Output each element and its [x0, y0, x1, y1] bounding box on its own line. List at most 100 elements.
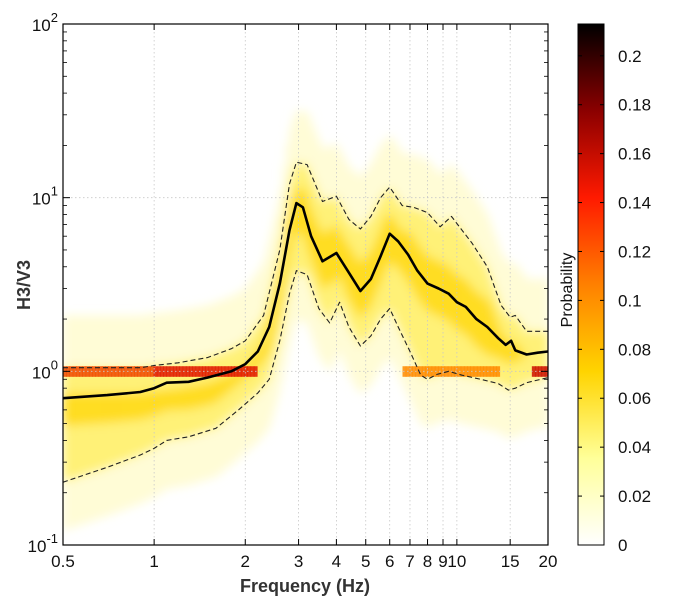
density-core — [108, 393, 113, 423]
density-core — [114, 393, 119, 423]
density-ridge — [176, 366, 180, 377]
colorbar-tick-label: 0.12 — [618, 242, 651, 261]
density-ridge — [75, 366, 80, 377]
density-core — [98, 393, 103, 424]
x-tick-label: 1 — [149, 552, 158, 571]
density-core — [101, 393, 106, 424]
colorbar-tick-label: 0.18 — [618, 96, 651, 115]
density-ridge — [130, 366, 135, 377]
density-core — [227, 374, 232, 392]
x-tick-label: 7 — [405, 552, 414, 571]
density-ridge — [111, 366, 116, 377]
density-ridge — [408, 366, 413, 377]
density-ridge — [108, 366, 113, 377]
x-tick-label: 8 — [423, 552, 432, 571]
density-band — [531, 331, 536, 382]
density-core — [273, 295, 277, 333]
density-core — [137, 393, 142, 421]
density-ridge — [114, 366, 119, 377]
density-core — [499, 330, 504, 361]
density-core — [82, 393, 87, 425]
density-core — [92, 393, 96, 425]
density-ridge — [247, 366, 252, 377]
density-core — [253, 352, 258, 370]
x-tick-label: 6 — [385, 552, 394, 571]
density-core — [518, 348, 523, 361]
density-core — [276, 282, 281, 319]
density-core — [143, 392, 148, 419]
density-core — [153, 390, 158, 416]
density-core — [512, 341, 517, 364]
density-ridge — [240, 366, 245, 377]
density-core — [169, 388, 174, 411]
density-ridge — [431, 366, 436, 377]
density-ridge — [143, 366, 148, 377]
density-ridge — [163, 366, 168, 377]
density-ridge — [182, 366, 187, 377]
density-ridge — [483, 366, 488, 377]
density-core — [505, 339, 510, 365]
y-tick-label: 102 — [32, 10, 58, 35]
density-ridge — [92, 366, 96, 377]
x-tick-label: 20 — [539, 552, 558, 571]
density-core — [234, 371, 239, 387]
density-ridge — [244, 366, 248, 377]
density-core — [224, 375, 229, 395]
density-core — [263, 334, 268, 359]
density-core — [392, 219, 397, 267]
density-ridge — [460, 366, 465, 377]
density-core — [292, 194, 297, 240]
density-core — [117, 393, 122, 422]
density-core — [75, 393, 80, 426]
density-core — [250, 356, 255, 373]
x-tick-label: 15 — [501, 552, 520, 571]
density-core — [166, 389, 171, 411]
colorbar-tick-label: 0 — [618, 536, 627, 555]
density-core — [509, 342, 514, 365]
density-core — [105, 393, 109, 424]
density-core — [231, 373, 235, 390]
density-ridge — [493, 366, 497, 377]
density-ridge — [467, 366, 471, 377]
colorbar-tick-label: 0.08 — [618, 340, 651, 359]
density-core — [185, 386, 190, 410]
density-ridge — [95, 366, 100, 377]
density-core — [257, 347, 261, 367]
density-core — [214, 379, 219, 403]
density-core — [389, 214, 394, 264]
colorbar: 00.020.040.060.080.10.120.140.160.180.2 … — [559, 23, 651, 555]
density-core — [88, 393, 93, 425]
density-core — [221, 377, 226, 398]
density-band — [538, 331, 543, 380]
density-ridge — [72, 366, 77, 377]
density-core — [522, 352, 526, 359]
density-core — [399, 228, 404, 274]
colorbar-gradient — [577, 23, 605, 546]
percentile-line — [63, 270, 548, 483]
density-ridge — [127, 366, 132, 377]
density-core — [85, 393, 90, 425]
x-tick-label: 3 — [294, 552, 303, 571]
density-ridge — [412, 366, 417, 377]
density-ridge — [198, 366, 203, 377]
density-ridge — [418, 366, 423, 377]
x-tick-label: 9 — [438, 552, 447, 571]
density-core — [282, 243, 287, 286]
density-core — [69, 393, 74, 426]
density-ridge — [88, 366, 93, 377]
median-line — [63, 201, 548, 400]
x-axis-ticks: 0.5 1 2 3 4 5 6 7 8 9 10 15 20 — [51, 24, 557, 571]
density-core — [140, 392, 145, 420]
density-ridge — [476, 366, 481, 377]
density-core — [160, 390, 164, 413]
density-ridge — [192, 366, 197, 377]
density-ridge — [535, 366, 539, 377]
density-ridge — [179, 366, 184, 377]
colorbar-label: Probability — [559, 253, 576, 328]
density-ridge — [480, 366, 484, 377]
density-band — [544, 331, 548, 379]
y-tick-label: 100 — [32, 357, 58, 382]
colorbar-tick-label: 0.14 — [618, 194, 651, 213]
percentile-line — [63, 161, 548, 369]
